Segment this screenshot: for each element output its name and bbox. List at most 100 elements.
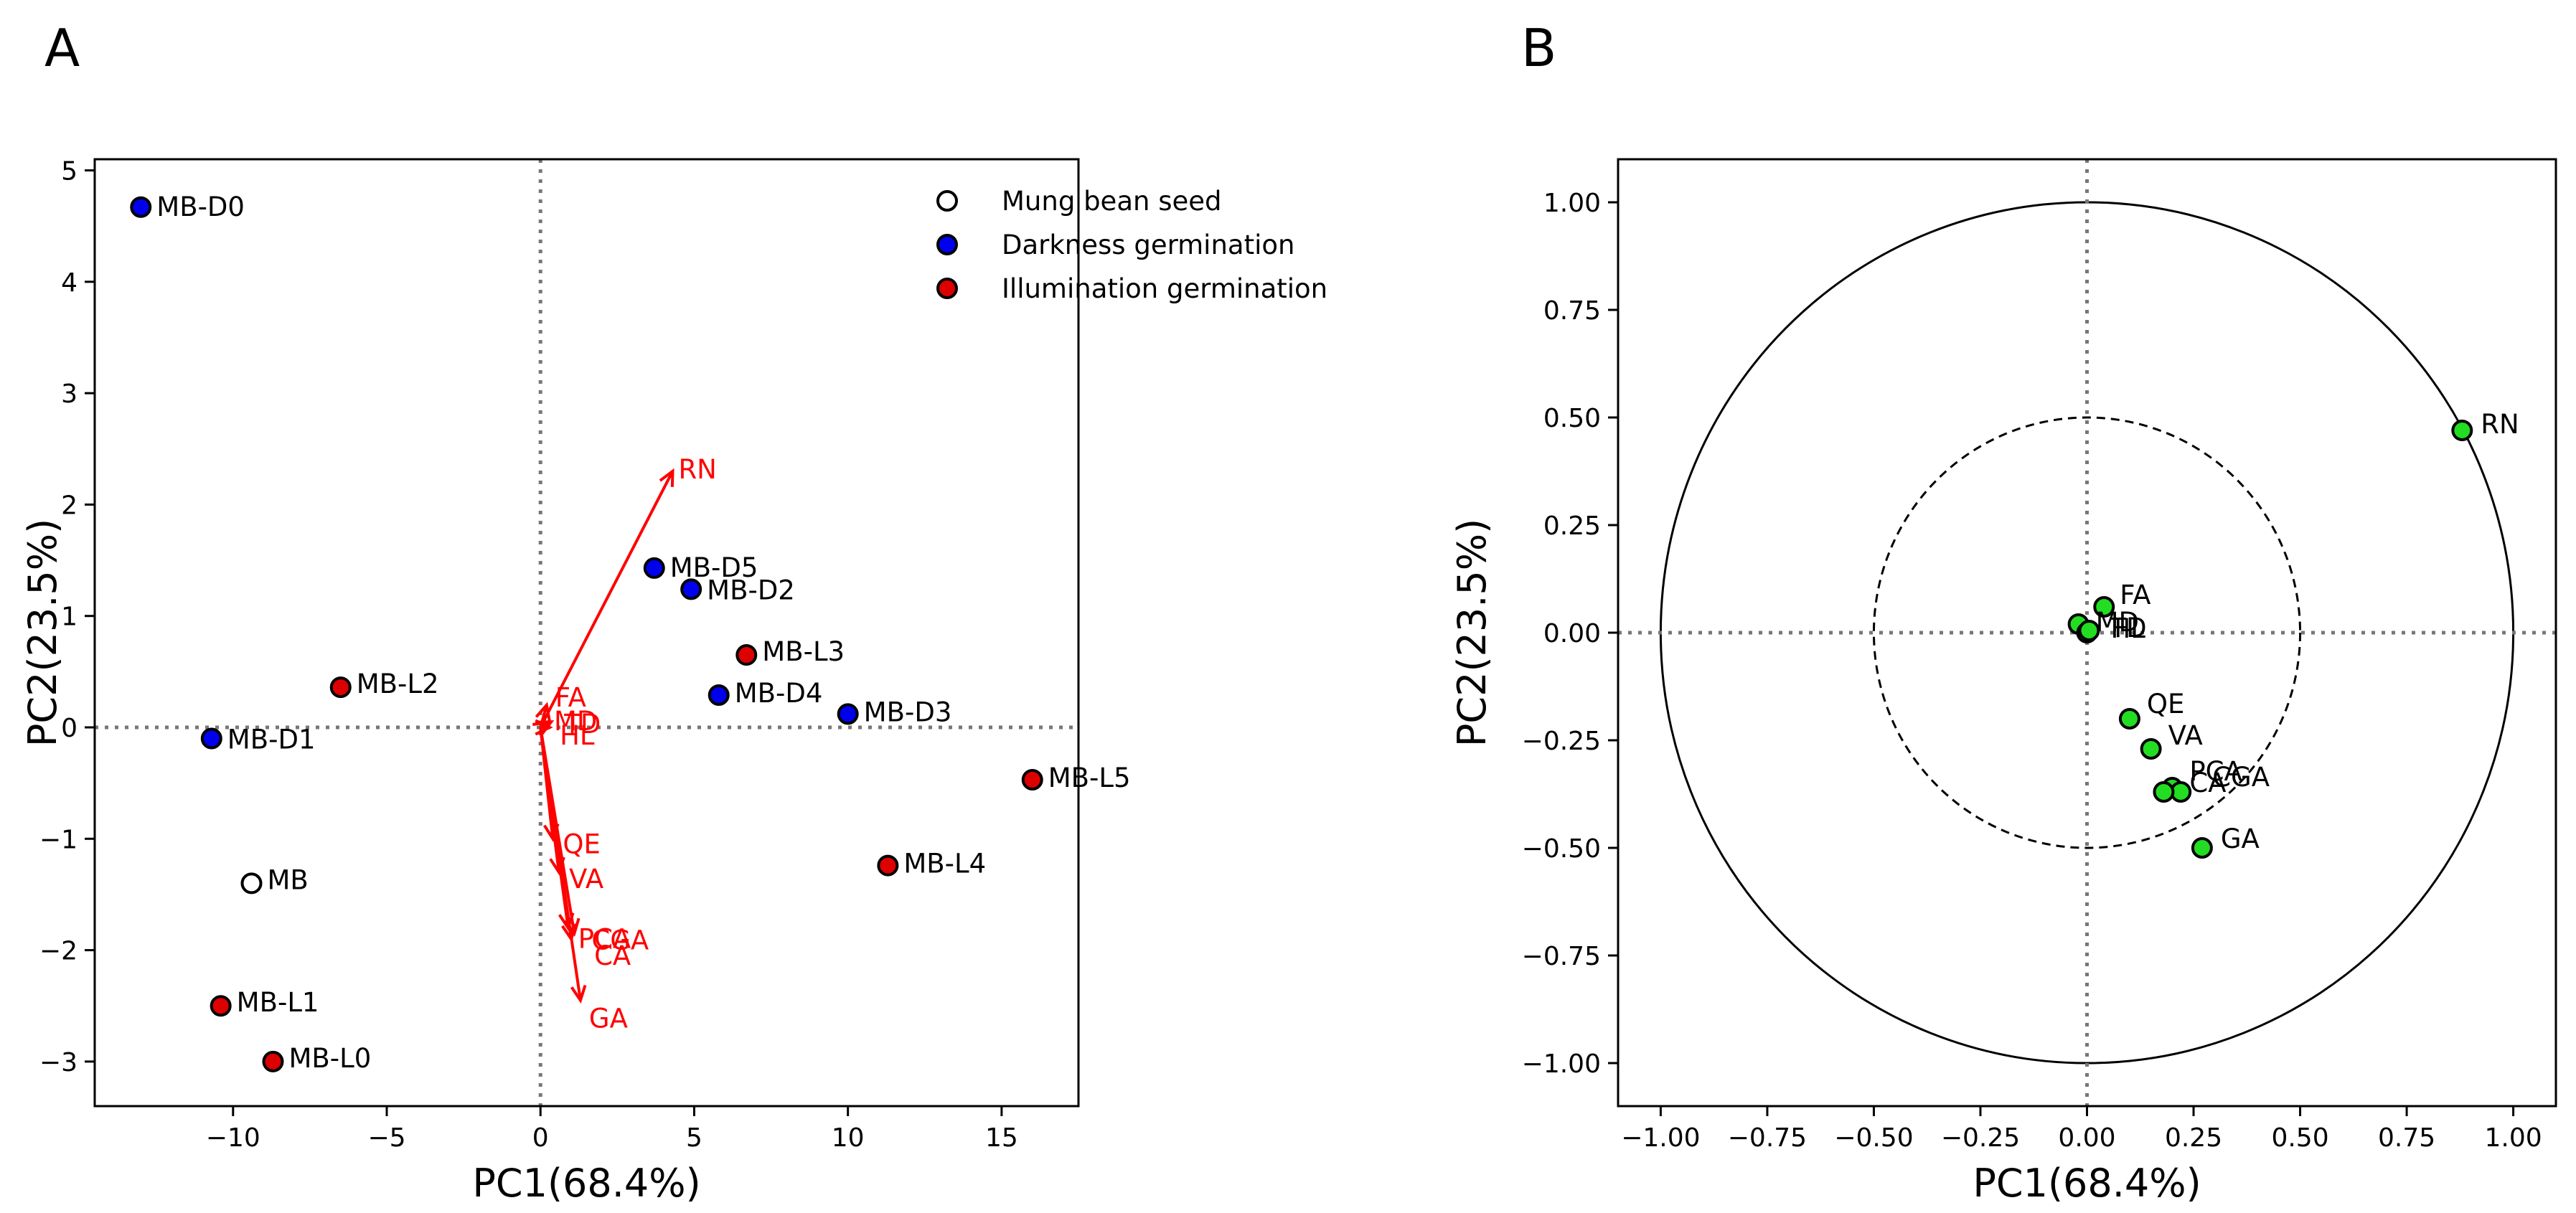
loading-label-md: MD (554, 706, 597, 737)
y-tick-label-a: 3 (61, 379, 77, 409)
x-tick-label-b: 0.50 (2271, 1123, 2328, 1153)
point-label-a-mb-l2: MB-L2 (357, 669, 439, 699)
point-label-b-td: TD (2110, 613, 2147, 643)
point-b-hl (2078, 620, 2100, 641)
y-tick-label-b: 0.75 (1543, 296, 1601, 326)
y-axis-title-a: PC2(23.5%) (20, 519, 65, 747)
point-label-b-ca: CA (2189, 768, 2226, 798)
x-tick-label-b: 0.75 (2378, 1123, 2435, 1153)
point-label-a-mb-l0: MB-L0 (288, 1043, 371, 1074)
point-label-b-va: VA (2168, 720, 2203, 751)
point-a-mb-l5 (1021, 768, 1043, 790)
x-tick-label-a: 0 (532, 1123, 549, 1153)
loading-arrow-ga (539, 727, 582, 1001)
y-tick-label-b: −0.50 (1522, 834, 1601, 864)
point-a-mb-d3 (837, 703, 859, 725)
point-label-b-ga: GA (2221, 823, 2260, 854)
point-label-b-pca: PCA (2189, 756, 2242, 787)
y-tick-label-a: 4 (61, 268, 77, 298)
point-b-va (2140, 738, 2162, 760)
point-a-mb-d1 (200, 727, 222, 750)
loading-label-ga: GA (589, 1003, 628, 1034)
x-tick-label-b: 0.00 (2058, 1123, 2115, 1153)
legend-label-darkness-germination: Darkness germination (1002, 230, 1294, 260)
y-tick-label-b: 0.00 (1543, 619, 1601, 648)
plot-frame-a (93, 158, 1080, 1108)
point-b-qe (2118, 708, 2140, 730)
loading-label-fa: FA (555, 682, 586, 713)
point-label-a-mb-d2: MB-D2 (707, 575, 795, 605)
point-label-a-mb-d3: MB-D3 (864, 697, 952, 727)
y-tick-label-b: −0.25 (1522, 727, 1601, 756)
point-b-rn (2451, 420, 2473, 441)
loading-label-va: VA (569, 864, 603, 895)
loading-label-qe: QE (563, 829, 601, 859)
y-tick-label-b: −1.00 (1522, 1049, 1601, 1079)
point-a-mb (240, 872, 263, 895)
y-tick-label-a: 5 (61, 157, 77, 187)
loading-label-td: TD (563, 709, 601, 740)
loading-arrow-rn (539, 470, 674, 728)
point-label-b-rn: RN (2481, 409, 2519, 440)
point-a-mb-l0 (262, 1050, 284, 1072)
x-tick-label-a: 15 (985, 1123, 1018, 1153)
point-a-mb-d4 (708, 684, 730, 706)
panel-label-a: A (44, 18, 80, 78)
point-a-mb-l3 (735, 644, 758, 666)
y-tick-label-a: 1 (61, 603, 77, 632)
point-label-a-mb-l1: MB-L1 (237, 987, 319, 1018)
legend-marker-illumination-germination (936, 278, 958, 299)
x-tick-label-b: −1.00 (1621, 1123, 1700, 1153)
loading-arrowhead-rn (659, 468, 674, 487)
loading-arrowhead-fa (535, 702, 551, 721)
x-tick-label-a: −5 (367, 1123, 405, 1153)
x-axis-title-a: PC1(68.4%) (472, 1161, 700, 1206)
y-tick-label-a: −1 (39, 825, 77, 854)
loading-label-hl: HL (560, 720, 595, 751)
panel-label-b: B (1521, 18, 1556, 78)
legend-marker-mung-bean-seed (936, 190, 958, 212)
x-tick-label-b: −0.50 (1834, 1123, 1913, 1153)
point-label-b-qe: QE (2147, 689, 2185, 719)
legend-label-mung-bean-seed: Mung bean seed (1002, 186, 1222, 217)
point-label-a-mb-d5: MB-D5 (670, 552, 758, 583)
y-tick-label-b: 0.50 (1543, 404, 1601, 433)
x-tick-label-a: −10 (206, 1123, 260, 1153)
point-b-ca (2153, 781, 2175, 803)
legend-marker-darkness-germination (936, 234, 958, 255)
y-tick-label-a: −3 (39, 1048, 77, 1077)
y-tick-label-a: −2 (39, 937, 77, 966)
point-b-fa (2093, 596, 2115, 618)
point-label-b-md: MD (2096, 607, 2139, 638)
point-a-mb-l2 (329, 676, 352, 699)
point-label-a-mb-l3: MB-L3 (762, 636, 845, 667)
point-label-b-cga: CGA (2212, 762, 2270, 793)
point-b-ga (2191, 837, 2213, 859)
x-tick-label-a: 5 (686, 1123, 702, 1153)
point-a-mb-l4 (877, 854, 899, 877)
x-tick-label-a: 10 (832, 1123, 865, 1153)
point-label-b-fa: FA (2120, 580, 2150, 610)
loading-arrowhead-ga (570, 984, 587, 1004)
y-tick-label-a: 2 (61, 491, 77, 520)
loading-label-pca: PCA (578, 924, 631, 955)
x-tick-label-b: 0.25 (2165, 1123, 2222, 1153)
y-tick-label-a: 0 (61, 714, 77, 743)
x-tick-label-b: 1.00 (2485, 1123, 2542, 1153)
point-label-a-mb-d1: MB-D1 (227, 725, 316, 755)
point-label-a-mb-d0: MB-D0 (156, 192, 245, 222)
x-axis-title-b: PC1(68.4%) (1973, 1161, 2201, 1206)
correlation-circle-inner (1872, 416, 2302, 849)
x-tick-label-b: −0.75 (1728, 1123, 1807, 1153)
y-tick-label-b: 0.25 (1543, 511, 1601, 541)
loading-label-ca: CA (594, 940, 631, 971)
point-a-mb-d5 (643, 557, 665, 579)
point-label-a-mb-l4: MB-L4 (903, 849, 986, 879)
x-tick-label-b: −0.25 (1941, 1123, 2020, 1153)
point-label-b-hl: HL (2110, 613, 2145, 644)
point-a-mb-d2 (680, 578, 702, 600)
point-label-a-mb: MB (268, 864, 309, 895)
y-tick-label-b: −0.75 (1522, 942, 1601, 971)
point-a-mb-l1 (210, 995, 232, 1017)
